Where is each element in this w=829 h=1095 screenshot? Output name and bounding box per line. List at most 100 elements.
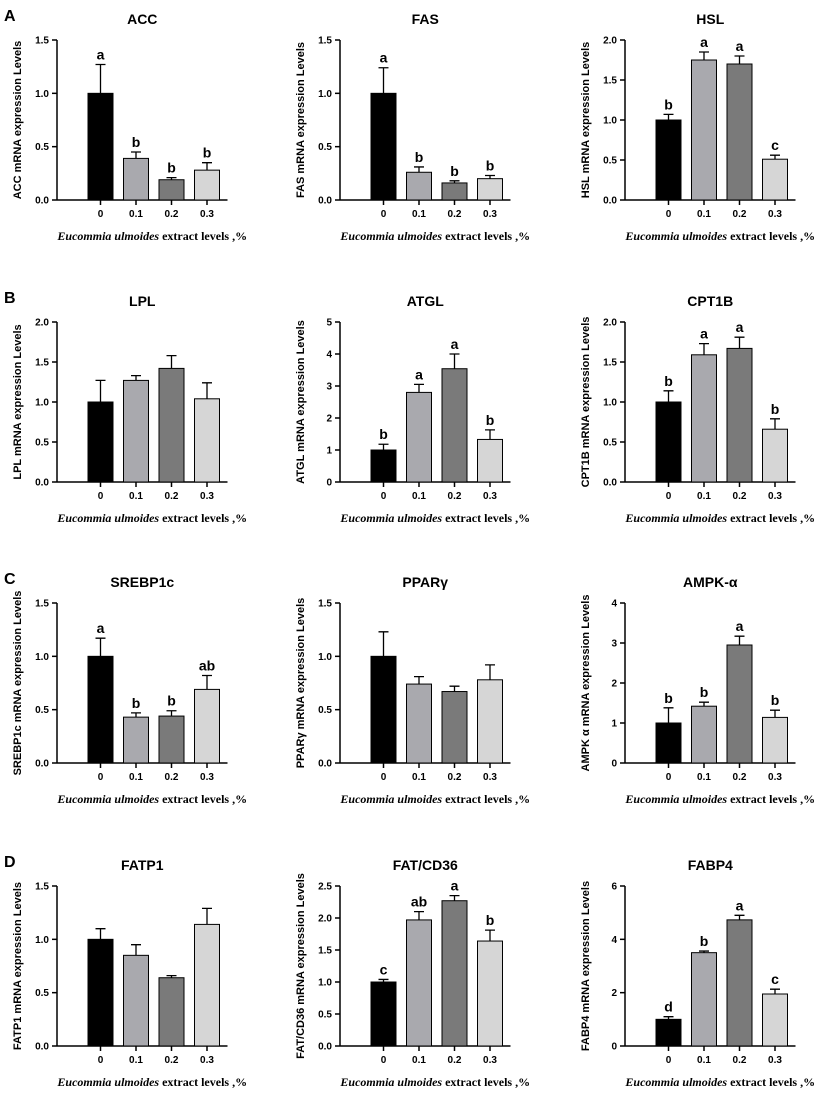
- chart-title: PPARγ: [402, 574, 448, 590]
- error-bar: [131, 151, 141, 159]
- chart-fatp1: FATP1 0.0 0.5 1.0 1.5 FATP1 mRNA expression L…: [12, 857, 247, 1089]
- bar-0: [87, 92, 114, 201]
- y-tick-label: 2: [326, 414, 332, 425]
- bar-0.2: [441, 368, 468, 483]
- error-bar: [414, 166, 424, 173]
- chart-title: FATP1: [121, 857, 164, 873]
- x-tick-label: 0.1: [412, 1055, 426, 1066]
- error-bar: [378, 978, 389, 982]
- y-axis-label: FAT/CD36 mRNA expression Levels: [295, 873, 307, 1059]
- panel-letter-C: C: [4, 571, 16, 588]
- error-bar: [166, 974, 177, 978]
- error-bar: [485, 929, 495, 942]
- x-axis-label: Eucommia ulmoides extract levels ,%: [624, 1075, 815, 1089]
- significance-letter: a: [736, 618, 744, 634]
- error-bar: [663, 707, 674, 723]
- x-tick-label: 0.1: [697, 491, 711, 502]
- error-bar: [95, 637, 106, 657]
- x-axis-label: Eucommia ulmoides extract levels ,%: [56, 792, 247, 806]
- x-tick-label: 0.1: [129, 1055, 143, 1066]
- x-tick-label: 0.3: [200, 772, 214, 783]
- x-axis-label: Eucommia ulmoides extract levels ,%: [624, 511, 815, 525]
- y-tick-label: 5: [326, 318, 332, 329]
- y-tick-label: 2: [611, 679, 617, 690]
- error-bar: [449, 353, 460, 369]
- y-tick-label: 1.0: [318, 978, 332, 989]
- bar-0: [370, 655, 397, 764]
- y-tick-label: 0.0: [318, 196, 332, 207]
- error-bar: [166, 710, 177, 717]
- bar-0: [87, 938, 114, 1047]
- x-axis-label: Eucommia ulmoides extract levels ,%: [624, 229, 815, 243]
- y-tick-label: 1.0: [35, 652, 49, 663]
- significance-letter: a: [700, 34, 708, 50]
- y-axis-label: ATGL mRNA expression Levels: [295, 320, 307, 484]
- y-tick-label: 0.5: [35, 988, 49, 999]
- error-bar: [378, 67, 389, 94]
- x-tick-label: 0.2: [448, 209, 462, 220]
- chart-cpt1b: CPT1B 0.0 0.5 1.0 1.5 2.0 CPT1B mRNA expressio…: [580, 293, 815, 525]
- x-tick-label: 0: [98, 491, 104, 502]
- significance-letter: a: [97, 47, 105, 63]
- significance-letter: b: [486, 912, 495, 928]
- error-bar: [734, 914, 745, 920]
- y-tick-label: 1.0: [603, 398, 617, 409]
- significance-letter: a: [451, 878, 459, 894]
- significance-letter: c: [771, 137, 779, 153]
- error-bar: [202, 162, 212, 171]
- x-tick-label: 0: [381, 772, 387, 783]
- x-tick-label: 0.1: [697, 1055, 711, 1066]
- x-tick-label: 0.3: [768, 1055, 782, 1066]
- significance-letter: a: [700, 326, 708, 342]
- significance-letter: ab: [411, 894, 427, 910]
- bar-0.1: [406, 391, 432, 483]
- y-tick-label: 2.0: [35, 318, 49, 329]
- y-tick-label: 0.5: [318, 142, 332, 153]
- y-tick-label: 1.0: [35, 89, 49, 100]
- bar-0.2: [726, 644, 753, 764]
- panel-letter-D: D: [4, 854, 16, 871]
- x-tick-label: 0.2: [165, 772, 179, 783]
- bar-0.2: [158, 977, 185, 1047]
- error-bar: [663, 1016, 674, 1020]
- y-tick-label: 1.5: [35, 358, 49, 369]
- y-tick-label: 0.5: [35, 438, 49, 449]
- significance-letter: a: [451, 336, 459, 352]
- significance-letter: b: [415, 149, 424, 165]
- y-tick-label: 2.5: [318, 882, 332, 893]
- bar-0: [655, 401, 682, 483]
- significance-letter: b: [167, 160, 176, 176]
- y-tick-label: 0.5: [603, 156, 617, 167]
- bar-0.1: [691, 59, 717, 201]
- y-tick-label: 4: [611, 599, 617, 610]
- chart-hsl: HSL 0.0 0.5 1.0 1.5 2.0 HSL mRNA expression Le…: [580, 11, 815, 243]
- y-tick-label: 2: [611, 988, 617, 999]
- significance-letter: b: [771, 401, 780, 417]
- error-bar: [449, 894, 460, 901]
- bar-0.1: [123, 954, 149, 1047]
- x-tick-label: 0.2: [448, 772, 462, 783]
- x-tick-label: 0.1: [697, 772, 711, 783]
- error-bar: [734, 336, 745, 349]
- chart-atgl: ATGL 0 1 2 3 4 5 ATGL mRNA expression Levels b 0 a…: [295, 293, 530, 525]
- error-bar: [95, 928, 106, 940]
- panel-letter-B: B: [4, 290, 16, 307]
- y-tick-label: 4: [611, 935, 617, 946]
- y-tick-label: 0.5: [318, 1010, 332, 1021]
- error-bar: [414, 383, 424, 393]
- bar-0.1: [691, 354, 717, 483]
- y-axis-label: FATP1 mRNA expression Levels: [12, 882, 24, 1050]
- bar-0.2: [158, 715, 185, 764]
- error-bar: [202, 382, 212, 399]
- chart-title: CPT1B: [687, 293, 733, 309]
- y-tick-label: 0: [611, 1042, 617, 1053]
- chart-title: FAT/CD36: [393, 857, 458, 873]
- significance-letter: b: [167, 693, 176, 709]
- x-axis-label: Eucommia ulmoides extract levels ,%: [339, 229, 530, 243]
- bar-0.3: [477, 438, 503, 483]
- y-tick-label: 6: [611, 882, 617, 893]
- significance-letter: b: [486, 157, 495, 173]
- error-bar: [734, 55, 745, 64]
- x-tick-label: 0: [666, 491, 672, 502]
- y-tick-label: 0.0: [603, 196, 617, 207]
